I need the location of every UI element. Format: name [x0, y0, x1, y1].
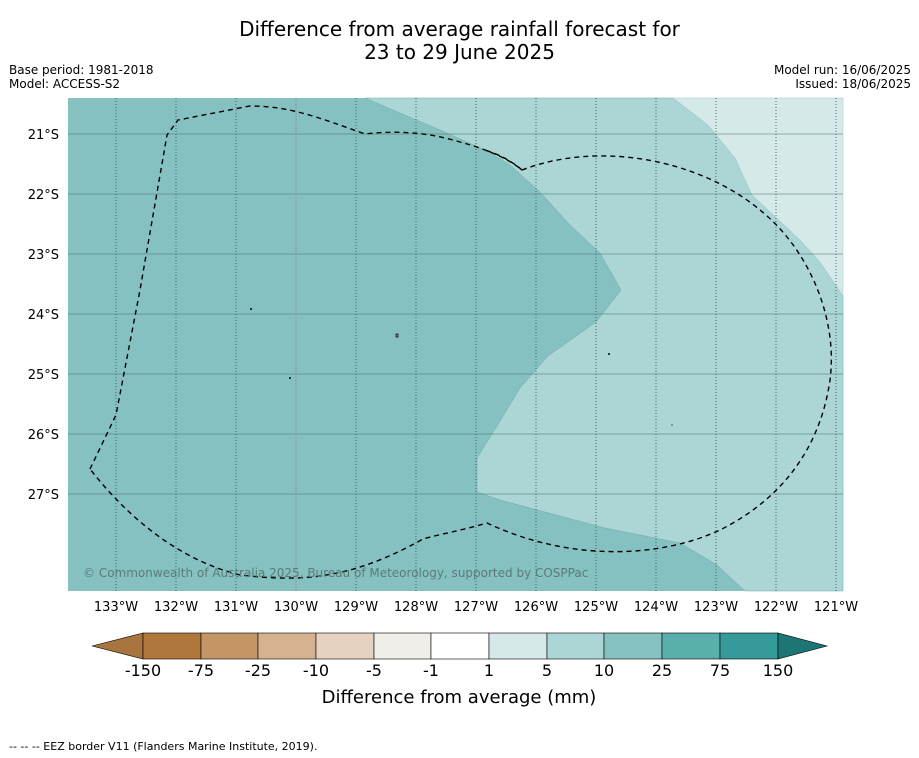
lon-label: 127°W	[454, 600, 498, 615]
issued-text: Issued: 18/06/2025	[795, 77, 911, 91]
lat-label: 23°S	[28, 248, 59, 263]
run-info: Model run: 16/06/2025 Issued: 18/06/2025	[774, 63, 911, 91]
colorbar-labels: -150 -75 -25 -10 -5 -1 1 5 10 25 75 150	[125, 661, 793, 680]
colorbar-low-extension	[91, 632, 144, 660]
colorbar-title: Difference from average (mm)	[322, 687, 597, 708]
colorbar-tick-label: 5	[542, 661, 552, 680]
base-period-text: Base period: 1981-2018	[9, 63, 154, 77]
lon-label: 131°W	[214, 600, 258, 615]
lon-label: 132°W	[154, 600, 198, 615]
colorbar-tick-label: -75	[188, 661, 214, 680]
rain-region-1-5	[672, 97, 844, 297]
lat-label: 25°S	[28, 368, 59, 383]
model-text: Model: ACCESS-S2	[9, 77, 121, 91]
lon-label: 122°W	[754, 600, 798, 615]
lon-label: 130°W	[274, 600, 318, 615]
island-outline	[395, 333, 399, 338]
lon-label: 123°W	[694, 600, 738, 615]
title-line-2: 23 to 29 June 2025	[364, 40, 555, 64]
colorbar-high-extension	[777, 632, 829, 660]
colorbar-tick-label: 75	[710, 661, 730, 680]
lat-label: 24°S	[28, 308, 59, 323]
lon-label: 125°W	[574, 600, 618, 615]
colorbar-segment	[373, 632, 432, 660]
colorbar-tick-label: 25	[652, 661, 672, 680]
colorbar-tick-label: -1	[423, 661, 439, 680]
eez-border-west	[89, 105, 833, 579]
colorbar-segment	[661, 632, 721, 660]
colorbar-tick-label: -5	[366, 661, 382, 680]
map-title: Difference from average rainfall forecas…	[0, 18, 919, 64]
lon-label: 129°W	[334, 600, 378, 615]
colorbar-tick-label: 150	[763, 661, 794, 680]
lat-label: 22°S	[28, 188, 59, 203]
lon-label: 133°W	[94, 600, 138, 615]
lat-label: 27°S	[28, 488, 59, 503]
lon-label: 124°W	[634, 600, 678, 615]
colorbar-segment	[488, 632, 548, 660]
colorbar	[91, 632, 829, 660]
base-info: Base period: 1981-2018 Model: ACCESS-S2	[9, 63, 154, 91]
eez-border-inner	[484, 149, 523, 171]
colorbar-tick-label: -150	[125, 661, 161, 680]
model-run-text: Model run: 16/06/2025	[773, 63, 911, 77]
colorbar-segment	[430, 632, 490, 660]
lat-label: 21°S	[28, 128, 59, 143]
lat-label: 26°S	[28, 428, 59, 443]
latitude-labels: 21°S 22°S 23°S 24°S 25°S 26°S 27°S	[28, 128, 59, 503]
colorbar-tick-label: 10	[594, 661, 614, 680]
island-markers	[250, 308, 673, 426]
copyright-text: © Commonwealth of Australia 2025, Bureau…	[83, 566, 588, 580]
colorbar-segment	[142, 632, 202, 660]
colorbar-segment	[546, 632, 605, 660]
colorbar-tick-label: -10	[303, 661, 329, 680]
eez-legend-note: -- -- -- EEZ border V11 (Flanders Marine…	[9, 740, 318, 753]
map-latitude-lines	[68, 133, 843, 495]
colorbar-segment	[719, 632, 779, 660]
lon-label: 128°W	[394, 600, 438, 615]
lon-label: 126°W	[514, 600, 558, 615]
title-line-1: Difference from average rainfall forecas…	[239, 17, 680, 41]
colorbar-tick-label: -25	[245, 661, 271, 680]
lon-label: 121°W	[814, 600, 858, 615]
colorbar-segment	[257, 632, 317, 660]
colorbar-segment	[315, 632, 375, 660]
colorbar-segment	[603, 632, 663, 660]
longitude-labels: 133°W 132°W 131°W 130°W 129°W 128°W 127°…	[94, 600, 858, 615]
colorbar-segment	[200, 632, 259, 660]
colorbar-tick-label: 1	[484, 661, 494, 680]
